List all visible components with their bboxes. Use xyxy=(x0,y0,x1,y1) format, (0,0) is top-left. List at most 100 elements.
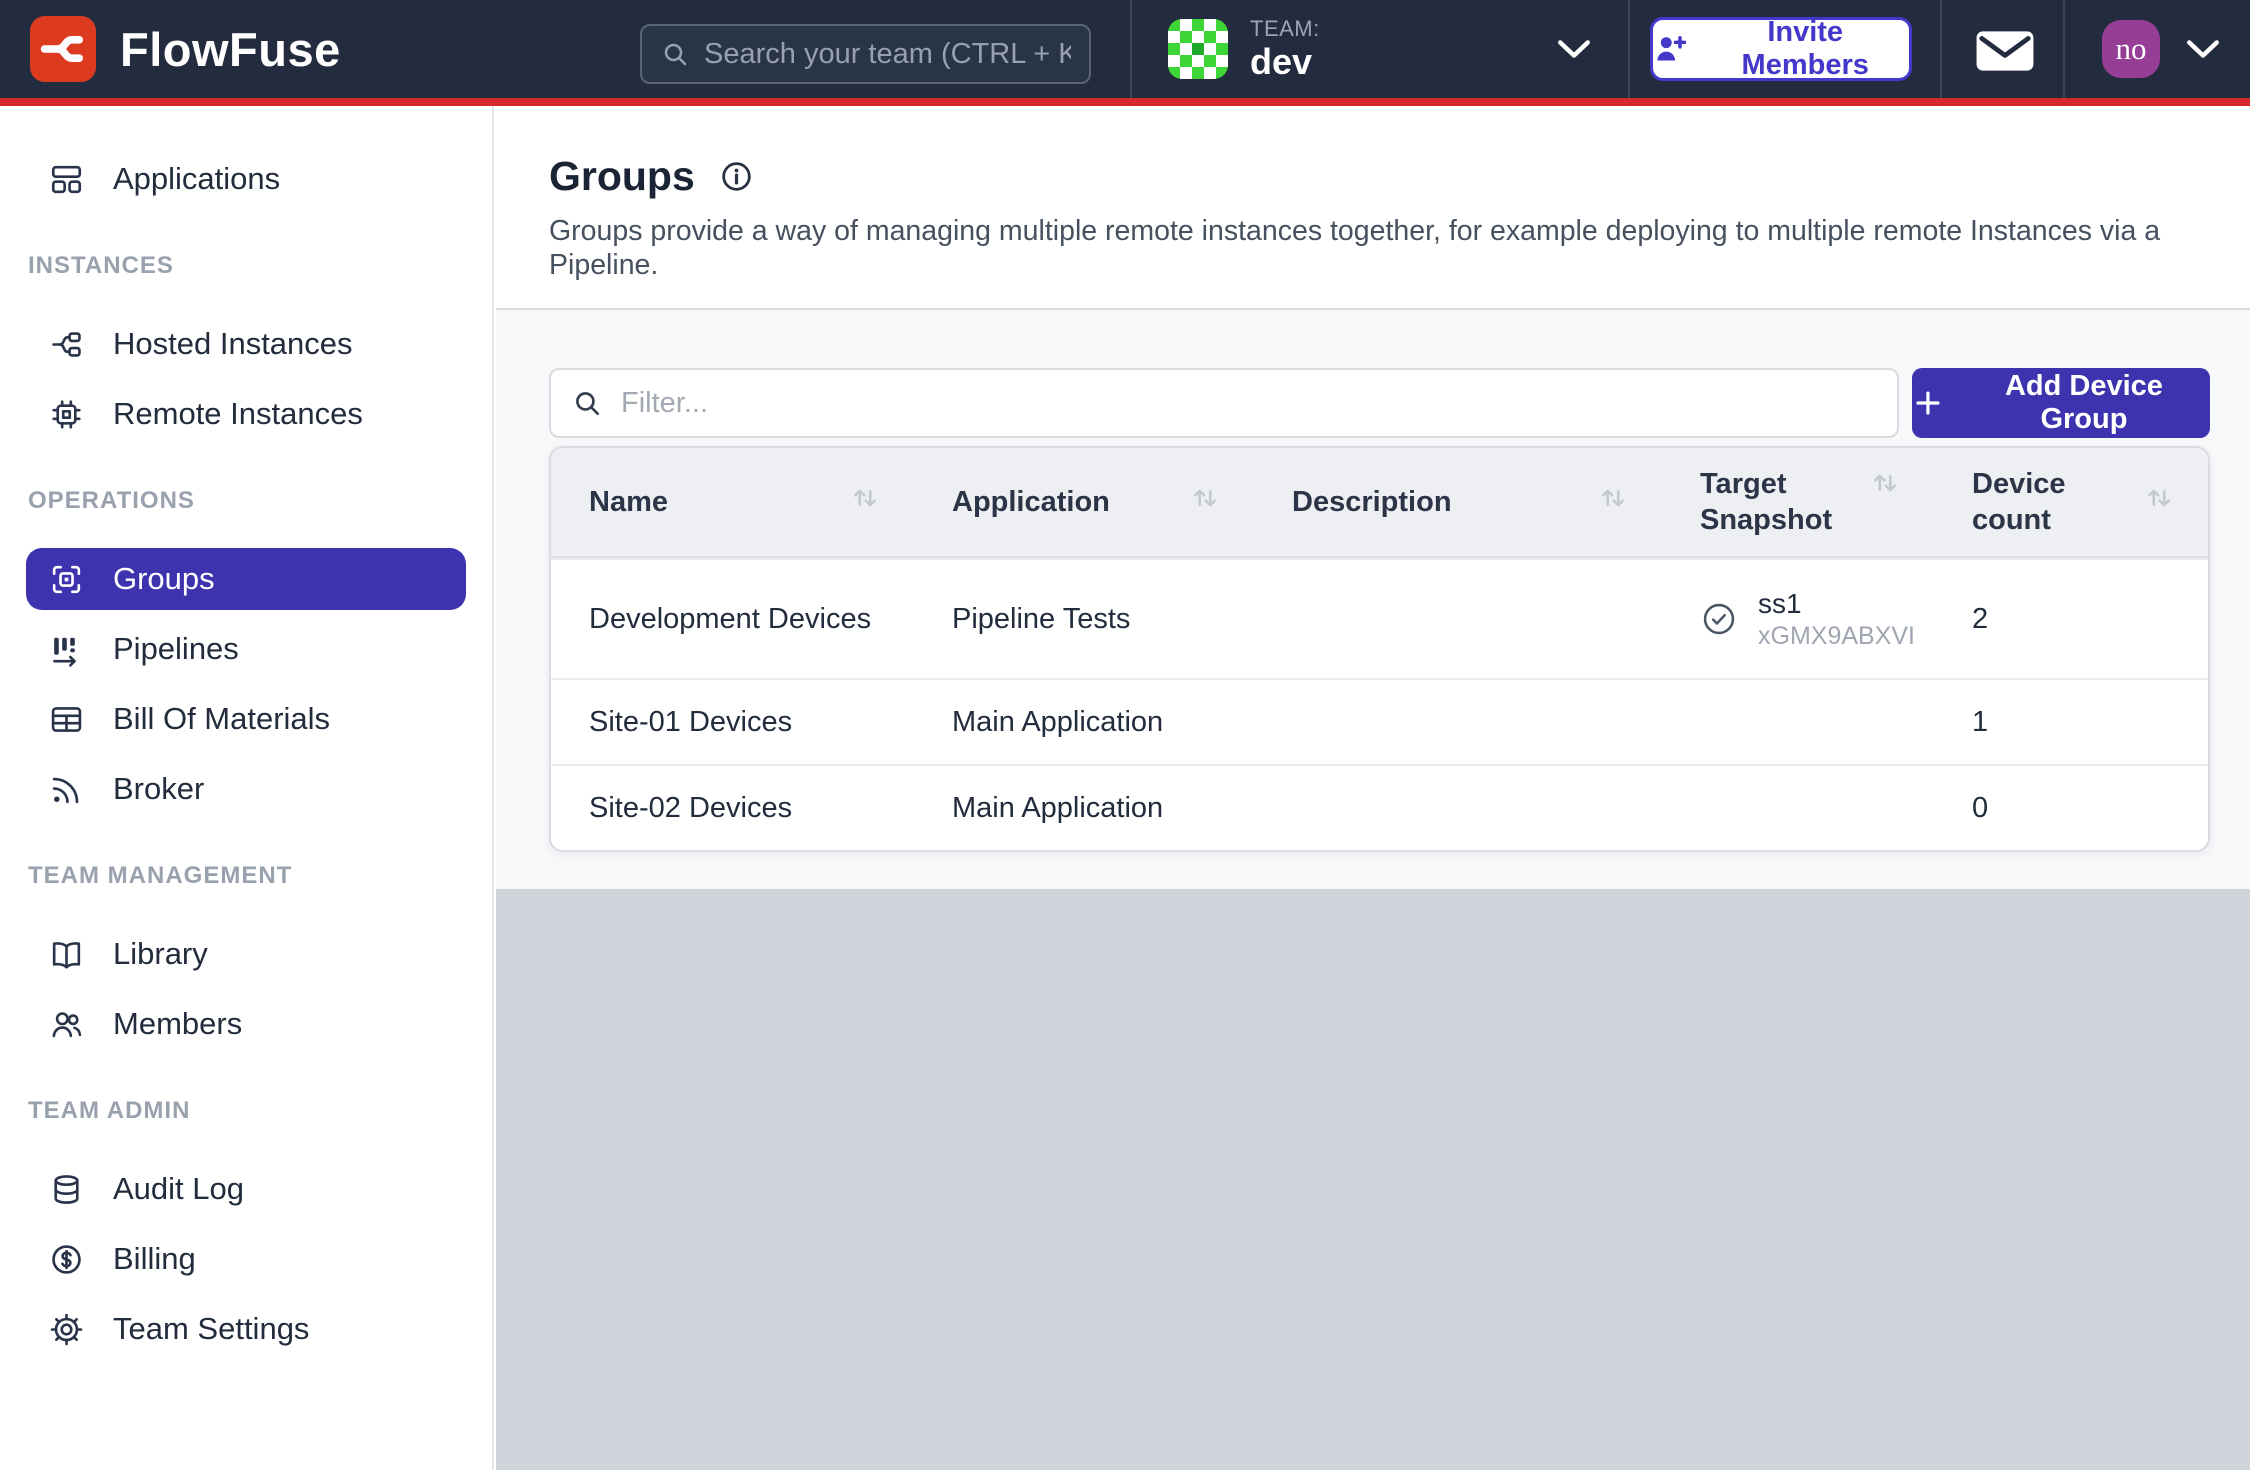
brand-name: FlowFuse xyxy=(120,22,341,76)
sort-arrows-icon xyxy=(2144,483,2174,522)
snapshot-name: ss1 xyxy=(1758,588,1802,619)
cell-device-count: 1 xyxy=(1972,705,1989,738)
plus-icon xyxy=(1916,391,1940,415)
sidebar-section-team-management: TEAM MANAGEMENT xyxy=(28,862,293,889)
column-header-description[interactable]: Description xyxy=(1254,448,1662,556)
column-header-target-snapshot[interactable]: Target Snapshot xyxy=(1662,448,1934,556)
groups-toolbar: Add Device Group xyxy=(549,368,2210,438)
sidebar-item-library[interactable]: Library xyxy=(26,923,466,985)
user-add-icon xyxy=(1657,36,1687,61)
audit-log-icon xyxy=(54,1174,79,1204)
cell-description xyxy=(1254,766,1662,850)
sidebar-item-team-settings[interactable]: Team Settings xyxy=(26,1298,466,1360)
cell-name: Site-01 Devices xyxy=(589,705,793,738)
sidebar-item-groups[interactable]: Groups xyxy=(26,548,466,610)
filter-box xyxy=(549,368,1899,438)
sidebar-item-label: Pipelines xyxy=(113,631,239,666)
team-name: dev xyxy=(1250,40,1313,82)
cell-application: Main Application xyxy=(952,791,1164,824)
cell-description xyxy=(1254,560,1662,678)
team-switcher[interactable]: TEAM: dev xyxy=(1168,0,1608,98)
navbar-divider xyxy=(2063,0,2065,98)
page-description: Groups provide a way of managing multipl… xyxy=(549,215,2161,281)
sidebar-section-instances: INSTANCES xyxy=(28,252,174,279)
column-header-name[interactable]: Name xyxy=(551,448,914,556)
team-avatar xyxy=(1168,19,1228,79)
user-avatar: no xyxy=(2102,20,2160,78)
cell-target-snapshot xyxy=(1662,766,1934,850)
cell-device-count: 0 xyxy=(1972,791,1989,824)
invite-members-label: Invite Members xyxy=(1741,16,1869,81)
sidebar-item-pipelines[interactable]: Pipelines xyxy=(26,618,466,680)
sort-arrows-icon xyxy=(1870,468,1900,507)
sort-arrows-icon xyxy=(850,483,880,522)
sidebar-item-label: Groups xyxy=(113,561,215,596)
navbar-divider xyxy=(1628,0,1630,98)
bill-of-materials-icon xyxy=(51,706,82,732)
sidebar-section-team-admin: TEAM ADMIN xyxy=(28,1097,191,1124)
cell-description xyxy=(1254,680,1662,764)
navbar-divider xyxy=(1940,0,1942,98)
sidebar-item-members[interactable]: Members xyxy=(26,993,466,1055)
sidebar-item-label: Members xyxy=(113,1006,243,1041)
sort-arrows-icon xyxy=(1598,483,1628,522)
sidebar-item-label: Broker xyxy=(113,771,205,806)
sidebar-item-bill-of-materials[interactable]: Bill Of Materials xyxy=(26,688,466,750)
pipelines-icon xyxy=(53,637,76,667)
library-icon xyxy=(52,941,81,968)
sidebar-item-broker[interactable]: Broker xyxy=(26,758,466,820)
chevron-down-icon xyxy=(1558,40,1590,58)
table-row[interactable]: Development Devices Pipeline Tests ss1 x… xyxy=(551,558,2208,678)
team-label: TEAM: xyxy=(1250,15,1320,41)
sidebar-item-billing[interactable]: Billing xyxy=(26,1228,466,1290)
sidebar-item-label: Team Settings xyxy=(113,1311,310,1346)
hosted-instances-icon xyxy=(52,331,81,357)
notifications-button[interactable] xyxy=(1972,27,2038,77)
sidebar-item-label: Billing xyxy=(113,1241,196,1276)
team-settings-icon xyxy=(50,1313,83,1345)
sidebar-section-operations: OPERATIONS xyxy=(28,487,195,514)
snapshot-id: xGMX9ABXVI xyxy=(1758,622,1915,650)
search-icon xyxy=(576,392,599,415)
column-header-device-count[interactable]: Device count xyxy=(1934,448,2208,556)
cell-application: Pipeline Tests xyxy=(952,602,1131,635)
filter-input[interactable] xyxy=(621,386,1877,420)
home-link[interactable]: FlowFuse xyxy=(30,0,341,98)
table-row[interactable]: Site-02 Devices Main Application 0 xyxy=(551,764,2208,850)
chevron-down-icon xyxy=(2187,40,2219,58)
table-row[interactable]: Site-01 Devices Main Application 1 xyxy=(551,678,2208,764)
broker-icon xyxy=(52,777,79,803)
cell-target-snapshot: ss1 xGMX9ABXVI xyxy=(1662,560,1934,678)
sidebar-item-label: Library xyxy=(113,936,208,971)
applications-icon xyxy=(51,165,82,193)
sidebar-item-applications[interactable]: Applications xyxy=(26,148,466,210)
cell-target-snapshot xyxy=(1662,680,1934,764)
members-icon xyxy=(52,1011,82,1037)
top-navbar: FlowFuse TEAM: dev xyxy=(0,0,2250,106)
add-device-group-label: Add Device Group xyxy=(2004,370,2163,435)
mail-icon xyxy=(1976,31,2034,71)
cell-application: Main Application xyxy=(952,705,1164,738)
invite-members-button[interactable]: Invite Members xyxy=(1650,16,1912,81)
cell-name: Development Devices xyxy=(589,602,872,635)
sidebar-item-audit-log[interactable]: Audit Log xyxy=(26,1158,466,1220)
add-device-group-button[interactable]: Add Device Group xyxy=(1912,368,2210,438)
cell-name: Site-02 Devices xyxy=(589,791,793,824)
check-circle-icon xyxy=(1703,603,1735,635)
sidebar-item-hosted-instances[interactable]: Hosted Instances xyxy=(26,313,466,375)
billing-icon xyxy=(52,1244,81,1274)
team-texts: TEAM: dev xyxy=(1250,16,1320,83)
sidebar-item-label: Audit Log xyxy=(113,1171,244,1206)
sidebar-item-remote-instances[interactable]: Remote Instances xyxy=(26,383,466,445)
flowfuse-logo-icon xyxy=(30,16,96,82)
info-icon[interactable] xyxy=(719,159,754,194)
team-search-input[interactable] xyxy=(704,37,1071,71)
column-header-application[interactable]: Application xyxy=(914,448,1254,556)
sidebar-item-label: Hosted Instances xyxy=(113,326,353,361)
groups-panel: Add Device Group Name Application xyxy=(496,310,2250,889)
team-search xyxy=(640,24,1091,84)
main-content: Groups Groups provide a way of managing … xyxy=(496,106,2250,1470)
user-menu[interactable]: no xyxy=(2102,0,2220,98)
groups-table: Name Application Description xyxy=(549,446,2210,852)
